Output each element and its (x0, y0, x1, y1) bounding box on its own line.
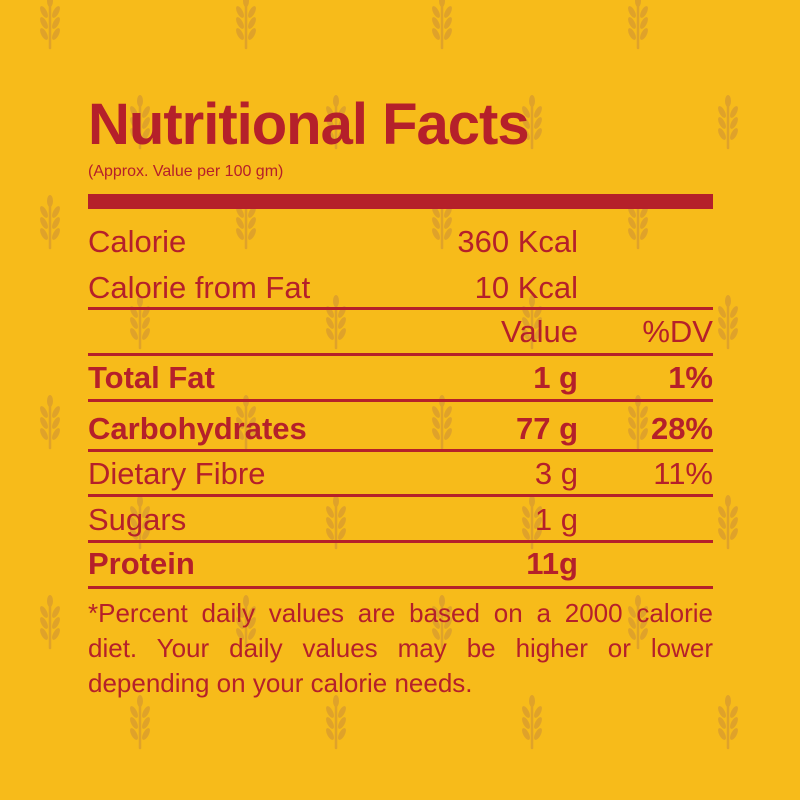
divider (88, 540, 713, 543)
value-column-header: Value (501, 314, 578, 349)
wheat-icon (715, 293, 741, 350)
nutrient-dv: 1% (668, 360, 713, 395)
wheat-icon (715, 93, 741, 150)
nutrient-row-carbohydrates: Carbohydrates 77 g 28% (88, 409, 713, 449)
calorie-value: 360 Kcal (457, 224, 578, 259)
nutrient-row-total-fat: Total Fat 1 g 1% (88, 358, 713, 398)
nutrient-value: 1 g (534, 502, 578, 537)
calorie-from-fat-row: Calorie from Fat 10 Kcal (88, 268, 713, 308)
dv-column-header: %DV (642, 314, 713, 349)
nutrient-label: Total Fat (88, 360, 215, 395)
divider (88, 449, 713, 452)
column-header-row: Value %DV (88, 312, 713, 352)
nutrient-value: 77 g (515, 411, 578, 446)
calorie-label: Calorie (88, 224, 187, 259)
divider (88, 494, 713, 497)
nutrient-row-sugars: Sugars 1 g (88, 500, 713, 540)
nutrient-dv: 28% (650, 411, 713, 446)
nutrition-panel: Nutritional Facts (Approx. Value per 100… (88, 0, 713, 800)
nutrient-label: Dietary Fibre (88, 456, 266, 491)
wheat-icon (37, 393, 63, 450)
wheat-icon (37, 0, 63, 50)
divider (88, 399, 713, 402)
divider (88, 353, 713, 356)
calorie-from-fat-label: Calorie from Fat (88, 270, 311, 305)
nutrient-value: 3 g (534, 456, 578, 491)
divider (88, 586, 713, 589)
nutrient-value: 1 g (533, 360, 578, 395)
nutrient-label: Carbohydrates (88, 411, 307, 446)
divider (88, 307, 713, 310)
calorie-from-fat-value: 10 Kcal (474, 270, 578, 305)
footnote: *Percent daily values are based on a 200… (88, 598, 713, 698)
thick-divider (88, 194, 713, 209)
nutrient-row-dietary-fibre: Dietary Fibre 3 g 11% (88, 454, 713, 494)
wheat-icon (37, 193, 63, 250)
serving-note: (Approx. Value per 100 gm) (88, 163, 284, 180)
calorie-row: Calorie 360 Kcal (88, 222, 713, 262)
nutrient-row-protein: Protein 11g (88, 544, 713, 584)
nutrient-dv: 11% (653, 456, 713, 491)
page-title: Nutritional Facts (88, 92, 530, 157)
nutrient-value: 11g (526, 546, 578, 581)
wheat-icon (37, 593, 63, 650)
wheat-icon (715, 693, 741, 750)
nutrient-label: Protein (88, 546, 195, 581)
nutrient-label: Sugars (88, 502, 187, 537)
wheat-icon (715, 493, 741, 550)
